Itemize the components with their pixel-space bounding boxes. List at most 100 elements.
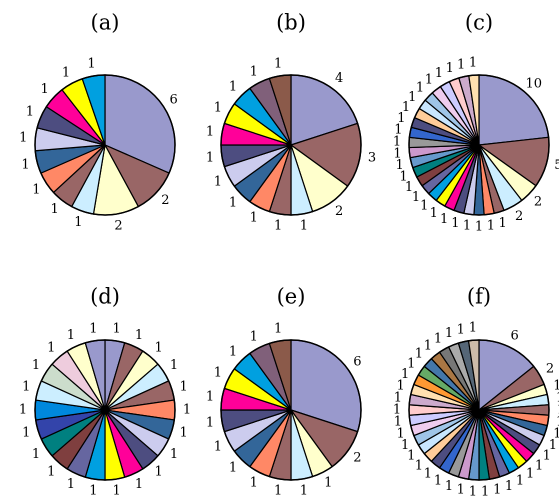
slice-label: 1 [394,390,402,405]
slice-label: 10 [525,76,542,91]
slice-label: 1 [274,322,282,337]
slice-label: 1 [32,358,40,373]
slice-label: 1 [170,358,178,373]
slice-label: 1 [67,328,75,343]
panel-label: (c) [465,11,493,35]
slice-label: 1 [393,146,401,161]
slice-label: 1 [206,150,214,165]
slice-label: 2 [546,362,554,377]
slice-label: 1 [89,484,97,499]
slice-label: 1 [430,206,438,221]
slice-label: 1 [401,367,409,382]
slice-label: 1 [22,426,30,441]
slice-label: 1 [214,175,222,190]
slice-label: 1 [21,158,29,173]
slice-label: 1 [214,440,222,455]
slice-label: 1 [457,482,465,497]
slice-label: 1 [22,379,30,394]
slice-label: 2 [335,204,343,219]
slice-label: 1 [401,438,409,453]
pie-outline [34,339,176,481]
slice-label: 1 [463,219,471,234]
slice-label: 6 [170,93,178,108]
slice-label: 1 [229,195,237,210]
slice-label: 1 [469,321,477,336]
slice-label: 1 [250,476,258,491]
slice-label: 1 [300,218,308,233]
pie-panel: (f)621111111111111111111111111111111111 [393,285,559,500]
pie-outline [220,74,362,216]
slice-label: 1 [183,403,191,418]
slice-label: 1 [250,64,258,79]
slice-label: 1 [412,190,420,205]
slice-label: 1 [556,390,559,405]
slice-label: 1 [457,323,465,338]
slice-label: 1 [553,427,559,442]
slice-label: 1 [170,447,178,462]
slice-label: 1 [475,220,483,235]
slice-label: 1 [300,483,308,498]
slice-label: 1 [214,365,222,380]
slice-label: 1 [396,158,404,173]
slice-label: 6 [353,354,361,369]
slice-label: 1 [445,479,453,494]
slice-label: 1 [394,123,402,138]
slice-label: 1 [180,426,188,441]
slice-label: 1 [250,329,258,344]
slice-label: 1 [206,390,214,405]
slice-label: 1 [446,61,454,76]
slice-label: 1 [549,438,557,453]
slice-label: 1 [206,415,214,430]
slice-label: 1 [89,321,97,336]
slice-label: 1 [487,219,495,234]
pie-outline [220,339,362,481]
slice-label: 1 [469,56,477,71]
slice-label: 1 [498,216,506,231]
slice-label: 1 [469,484,477,499]
panel-label: (f) [467,285,491,309]
slice-label: 1 [407,449,415,464]
slice-label: 1 [393,135,401,150]
slice-label: 1 [250,211,258,226]
slice-label: 1 [396,427,404,442]
slice-label: 5 [554,158,559,173]
pie-outline [34,74,176,216]
slice-label: 1 [155,464,163,479]
slice-label: 1 [424,467,432,482]
slice-label: 1 [32,182,40,197]
slice-label: 2 [515,209,523,224]
slice-label: 1 [32,447,40,462]
slice-label: 1 [50,202,58,217]
panel-label: (a) [91,11,120,35]
slice-label: 2 [353,451,361,466]
slice-label: 1 [535,458,543,473]
slice-label: 4 [335,71,343,86]
slice-label: 1 [396,378,404,393]
slice-label: 1 [229,80,237,95]
slice-label: 1 [424,338,432,353]
slice-label: 1 [47,464,55,479]
slice-label: 1 [113,484,121,499]
slice-label: 1 [19,403,27,418]
slice-label: 6 [510,329,518,344]
slice-label: 1 [214,100,222,115]
slice-label: 1 [407,356,415,371]
slice-label: 2 [161,193,169,208]
slice-label: 1 [553,378,559,393]
slice-label: 1 [180,379,188,394]
slice-label: 1 [457,57,465,72]
slice-label: 1 [408,90,416,105]
slice-label: 1 [451,216,459,231]
slice-label: 1 [394,415,402,430]
slice-label: 1 [415,347,423,362]
slice-label: 1 [62,65,70,80]
slice-label: 1 [47,341,55,356]
slice-label: 1 [274,57,282,72]
slice-label: 2 [534,194,542,209]
slice-label: 1 [425,73,433,88]
slice-label: 1 [435,66,443,81]
